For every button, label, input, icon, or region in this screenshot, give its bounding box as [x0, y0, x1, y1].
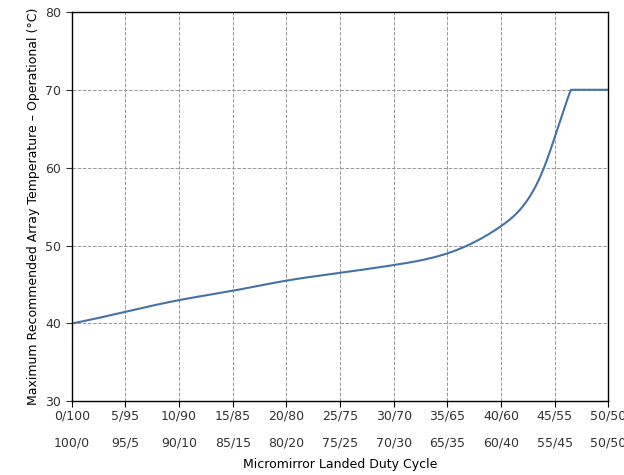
X-axis label: Micromirror Landed Duty Cycle: Micromirror Landed Duty Cycle — [243, 458, 437, 471]
Y-axis label: Maximum Recommended Array Temperature – Operational (°C): Maximum Recommended Array Temperature – … — [27, 8, 40, 405]
